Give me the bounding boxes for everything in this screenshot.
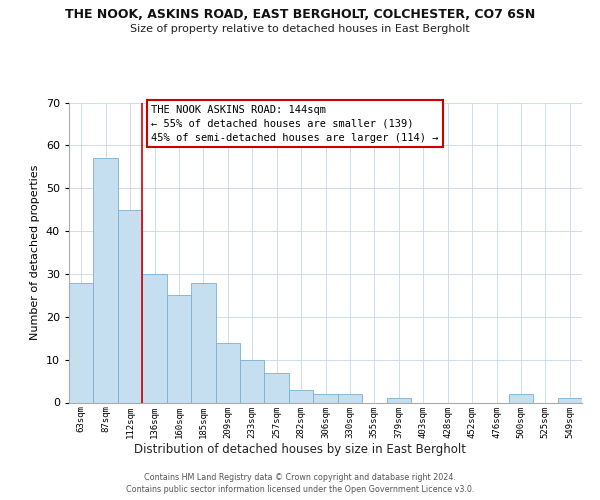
Bar xyxy=(191,282,215,403)
Bar xyxy=(557,398,582,402)
Text: THE NOOK ASKINS ROAD: 144sqm
← 55% of detached houses are smaller (139)
45% of s: THE NOOK ASKINS ROAD: 144sqm ← 55% of de… xyxy=(151,104,439,142)
Bar xyxy=(265,372,289,402)
Bar xyxy=(167,296,191,403)
Text: Distribution of detached houses by size in East Bergholt: Distribution of detached houses by size … xyxy=(134,442,466,456)
Bar xyxy=(386,398,411,402)
Y-axis label: Number of detached properties: Number of detached properties xyxy=(30,165,40,340)
Bar xyxy=(69,282,94,403)
Bar xyxy=(215,342,240,402)
Bar xyxy=(509,394,533,402)
Text: Size of property relative to detached houses in East Bergholt: Size of property relative to detached ho… xyxy=(130,24,470,34)
Bar xyxy=(338,394,362,402)
Bar xyxy=(142,274,167,402)
Bar xyxy=(118,210,142,402)
Bar xyxy=(94,158,118,402)
Text: Contains HM Land Registry data © Crown copyright and database right 2024.
Contai: Contains HM Land Registry data © Crown c… xyxy=(126,472,474,494)
Bar xyxy=(313,394,338,402)
Bar xyxy=(289,390,313,402)
Bar xyxy=(240,360,265,403)
Text: THE NOOK, ASKINS ROAD, EAST BERGHOLT, COLCHESTER, CO7 6SN: THE NOOK, ASKINS ROAD, EAST BERGHOLT, CO… xyxy=(65,8,535,20)
